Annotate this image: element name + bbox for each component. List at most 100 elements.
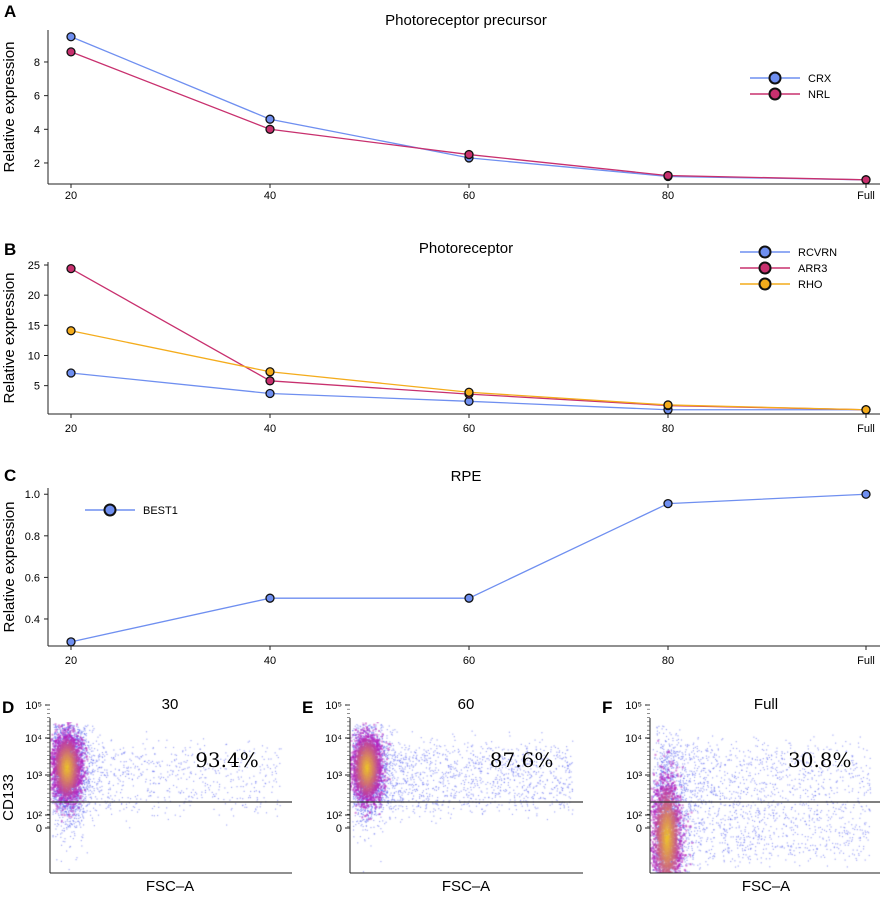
y-tick-label: 0	[336, 823, 342, 835]
panel-letter: C	[4, 466, 16, 485]
data-point-crx	[265, 114, 275, 124]
x-axis-label: FSC–A	[442, 878, 490, 895]
density-scatter	[50, 722, 292, 873]
data-point-rho	[861, 405, 871, 415]
data-point-nrl	[66, 47, 76, 57]
gate-percentage: 93.4%	[195, 748, 259, 772]
x-tick-label: 40	[264, 423, 276, 435]
x-tick-label: Full	[857, 190, 875, 202]
data-point-best1	[265, 593, 275, 603]
x-tick-label: 20	[65, 423, 77, 435]
y-tick-label: 8	[34, 57, 40, 69]
x-tick-label: 60	[463, 655, 475, 667]
x-tick-label: 60	[463, 190, 475, 202]
plot-title: 30	[162, 696, 179, 713]
y-tick-label: 25	[28, 260, 40, 272]
data-point-best1	[861, 489, 871, 499]
data-point-best1	[464, 593, 474, 603]
gate-percentage: 87.6%	[490, 748, 554, 772]
x-axis-label: FSC–A	[742, 878, 790, 895]
panel-letter: E	[302, 698, 313, 717]
data-point-nrl	[464, 149, 474, 160]
chart-title: Photoreceptor	[419, 240, 513, 257]
x-tick-label: 20	[65, 190, 77, 202]
data-point-nrl	[663, 170, 673, 181]
legend-marker	[758, 261, 772, 275]
x-tick-label: 80	[662, 423, 674, 435]
y-tick-label: 10	[28, 350, 40, 362]
x-tick-label: Full	[857, 655, 875, 667]
y-tick-label: 10³	[326, 770, 342, 782]
y-tick-label: 0	[36, 823, 42, 835]
x-tick-label: 80	[662, 190, 674, 202]
data-point-rho	[663, 400, 673, 410]
x-tick-label: 40	[264, 655, 276, 667]
data-point-nrl	[861, 175, 871, 185]
legend-marker	[768, 71, 782, 85]
data-point-crx	[66, 32, 76, 42]
y-tick-label: 10⁵	[625, 700, 642, 712]
y-tick-label: 10³	[26, 770, 42, 782]
data-point-best1	[663, 498, 673, 509]
data-point-rho	[464, 387, 474, 397]
y-tick-label: 0	[636, 823, 642, 835]
y-tick-label: 10²	[326, 810, 342, 822]
data-point-arr3	[66, 263, 76, 274]
density-scatter	[650, 722, 880, 873]
y-axis-label: Relative expression	[1, 273, 18, 404]
panel-letter: F	[602, 698, 612, 717]
x-tick-label: 60	[463, 423, 475, 435]
y-tick-label: 2	[34, 158, 40, 170]
panel-letter: B	[4, 240, 16, 259]
y-axis-label: Relative expression	[1, 502, 18, 633]
x-tick-label: Full	[857, 423, 875, 435]
y-tick-label: 10⁴	[325, 733, 342, 745]
y-tick-label: 10⁵	[325, 700, 342, 712]
legend-label: BEST1	[143, 505, 178, 517]
gate-percentage: 30.8%	[788, 748, 852, 772]
data-point-nrl	[265, 124, 275, 134]
data-point-rho	[66, 326, 76, 336]
legend-marker	[768, 87, 782, 101]
panel-letter: D	[2, 698, 14, 717]
chart-title: RPE	[451, 468, 482, 485]
x-tick-label: 80	[662, 655, 674, 667]
y-tick-label: 10²	[26, 810, 42, 822]
legend-label: NRL	[808, 89, 830, 101]
legend-label: ARR3	[798, 263, 827, 275]
plot-title: 60	[458, 696, 475, 713]
y-tick-label: 1.0	[25, 489, 40, 501]
y-tick-label: 10⁴	[625, 733, 642, 745]
x-axis-label: FSC–A	[146, 878, 194, 895]
data-point-rho	[265, 367, 275, 377]
y-tick-label: 0.8	[25, 531, 40, 543]
y-axis-label: CD133	[0, 774, 17, 821]
legend-marker	[758, 245, 772, 259]
legend-marker	[758, 277, 772, 291]
y-tick-label: 0.4	[25, 614, 40, 626]
x-tick-label: 40	[264, 190, 276, 202]
legend-marker	[103, 503, 117, 517]
y-tick-label: 6	[34, 91, 40, 103]
data-point-rcvrn	[265, 388, 275, 399]
y-axis-label: Relative expression	[1, 42, 18, 173]
y-tick-label: 15	[28, 320, 40, 332]
series-line-best1	[70, 493, 867, 643]
y-tick-label: 20	[28, 290, 40, 302]
y-tick-label: 0.6	[25, 572, 40, 584]
chart-title: Photoreceptor precursor	[385, 12, 547, 29]
data-point-rcvrn	[66, 368, 76, 378]
plot-title: Full	[754, 696, 778, 713]
y-tick-label: 10⁵	[25, 700, 42, 712]
data-point-arr3	[265, 376, 275, 386]
data-point-best1	[66, 637, 76, 647]
x-tick-label: 20	[65, 655, 77, 667]
panel-letter: A	[4, 2, 16, 21]
y-tick-label: 10²	[626, 810, 642, 822]
y-tick-label: 10³	[626, 770, 642, 782]
density-scatter	[350, 722, 583, 873]
y-tick-label: 4	[34, 124, 40, 136]
y-tick-label: 5	[34, 381, 40, 393]
legend-label: CRX	[808, 73, 832, 85]
